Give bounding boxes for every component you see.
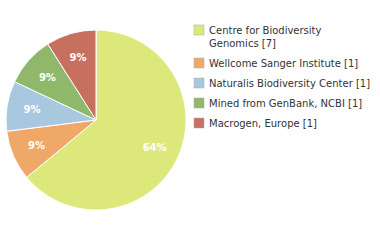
data-label: 9% xyxy=(24,104,41,115)
data-label: 9% xyxy=(39,72,56,83)
legend-swatch xyxy=(194,78,204,88)
chart: 64% 9% 9% 9% 9% Centre for BiodiversityGenomi… xyxy=(0,0,380,240)
legend-label: Mined from GenBank, NCBI [1] xyxy=(209,98,362,109)
data-labels: 64% 9% 9% 9% 9% xyxy=(24,52,167,153)
pie xyxy=(6,30,186,210)
legend: Centre for BiodiversityGenomics [7] Wellc… xyxy=(194,25,370,129)
data-label: 9% xyxy=(69,52,86,63)
data-label: 9% xyxy=(28,140,45,151)
legend-label: Centre for BiodiversityGenomics [7] xyxy=(209,25,322,49)
data-label: 64% xyxy=(143,142,167,153)
legend-label: Naturalis Biodiversity Center [1] xyxy=(209,78,370,89)
legend-label: Macrogen, Europe [1] xyxy=(209,118,317,129)
legend-swatch xyxy=(194,98,204,108)
legend-swatch xyxy=(194,25,204,35)
legend-swatch xyxy=(194,58,204,68)
legend-label: Wellcome Sanger Institute [1] xyxy=(209,58,358,69)
legend-swatch xyxy=(194,118,204,128)
